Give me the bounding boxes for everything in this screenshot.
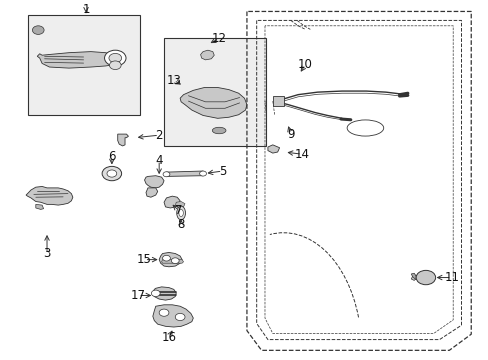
Polygon shape xyxy=(267,145,279,153)
Polygon shape xyxy=(175,202,184,208)
Polygon shape xyxy=(26,186,73,205)
Polygon shape xyxy=(37,51,120,68)
Circle shape xyxy=(104,50,126,66)
Polygon shape xyxy=(146,188,158,197)
Polygon shape xyxy=(118,134,128,146)
Circle shape xyxy=(162,255,170,261)
Text: 7: 7 xyxy=(175,204,182,217)
Polygon shape xyxy=(163,196,180,208)
Text: 1: 1 xyxy=(82,3,90,16)
Bar xyxy=(27,15,140,116)
Circle shape xyxy=(102,166,122,181)
Circle shape xyxy=(109,61,121,69)
Polygon shape xyxy=(159,252,182,267)
Ellipse shape xyxy=(346,120,383,136)
Text: 4: 4 xyxy=(155,154,163,167)
Polygon shape xyxy=(153,287,176,300)
Bar xyxy=(163,39,266,146)
Ellipse shape xyxy=(176,206,185,220)
Polygon shape xyxy=(37,29,42,32)
Polygon shape xyxy=(153,305,193,327)
Polygon shape xyxy=(36,204,43,210)
Circle shape xyxy=(32,26,44,35)
Polygon shape xyxy=(410,275,415,280)
Text: 16: 16 xyxy=(161,330,176,343)
Polygon shape xyxy=(144,176,163,188)
Text: 17: 17 xyxy=(130,289,145,302)
Polygon shape xyxy=(161,260,183,263)
Bar xyxy=(272,96,283,107)
Circle shape xyxy=(163,172,169,177)
Text: 3: 3 xyxy=(43,247,51,260)
Text: 15: 15 xyxy=(137,253,152,266)
Circle shape xyxy=(151,290,160,297)
Circle shape xyxy=(107,170,117,177)
Text: 8: 8 xyxy=(177,218,184,231)
Text: 9: 9 xyxy=(286,127,294,141)
Ellipse shape xyxy=(212,127,225,134)
Circle shape xyxy=(175,314,184,320)
Polygon shape xyxy=(200,50,214,60)
Text: 10: 10 xyxy=(297,58,312,71)
Ellipse shape xyxy=(179,210,183,217)
Circle shape xyxy=(199,171,206,176)
Text: 6: 6 xyxy=(108,150,115,163)
Text: 12: 12 xyxy=(211,32,226,45)
Circle shape xyxy=(159,309,168,316)
Text: 13: 13 xyxy=(166,74,181,87)
Text: 11: 11 xyxy=(443,271,458,284)
Circle shape xyxy=(415,270,435,285)
Text: 5: 5 xyxy=(219,165,226,177)
Circle shape xyxy=(171,258,179,264)
Polygon shape xyxy=(180,87,246,118)
Text: 2: 2 xyxy=(155,129,163,142)
Circle shape xyxy=(109,53,122,63)
Polygon shape xyxy=(165,171,204,176)
Text: 14: 14 xyxy=(294,148,309,161)
Polygon shape xyxy=(410,273,415,280)
